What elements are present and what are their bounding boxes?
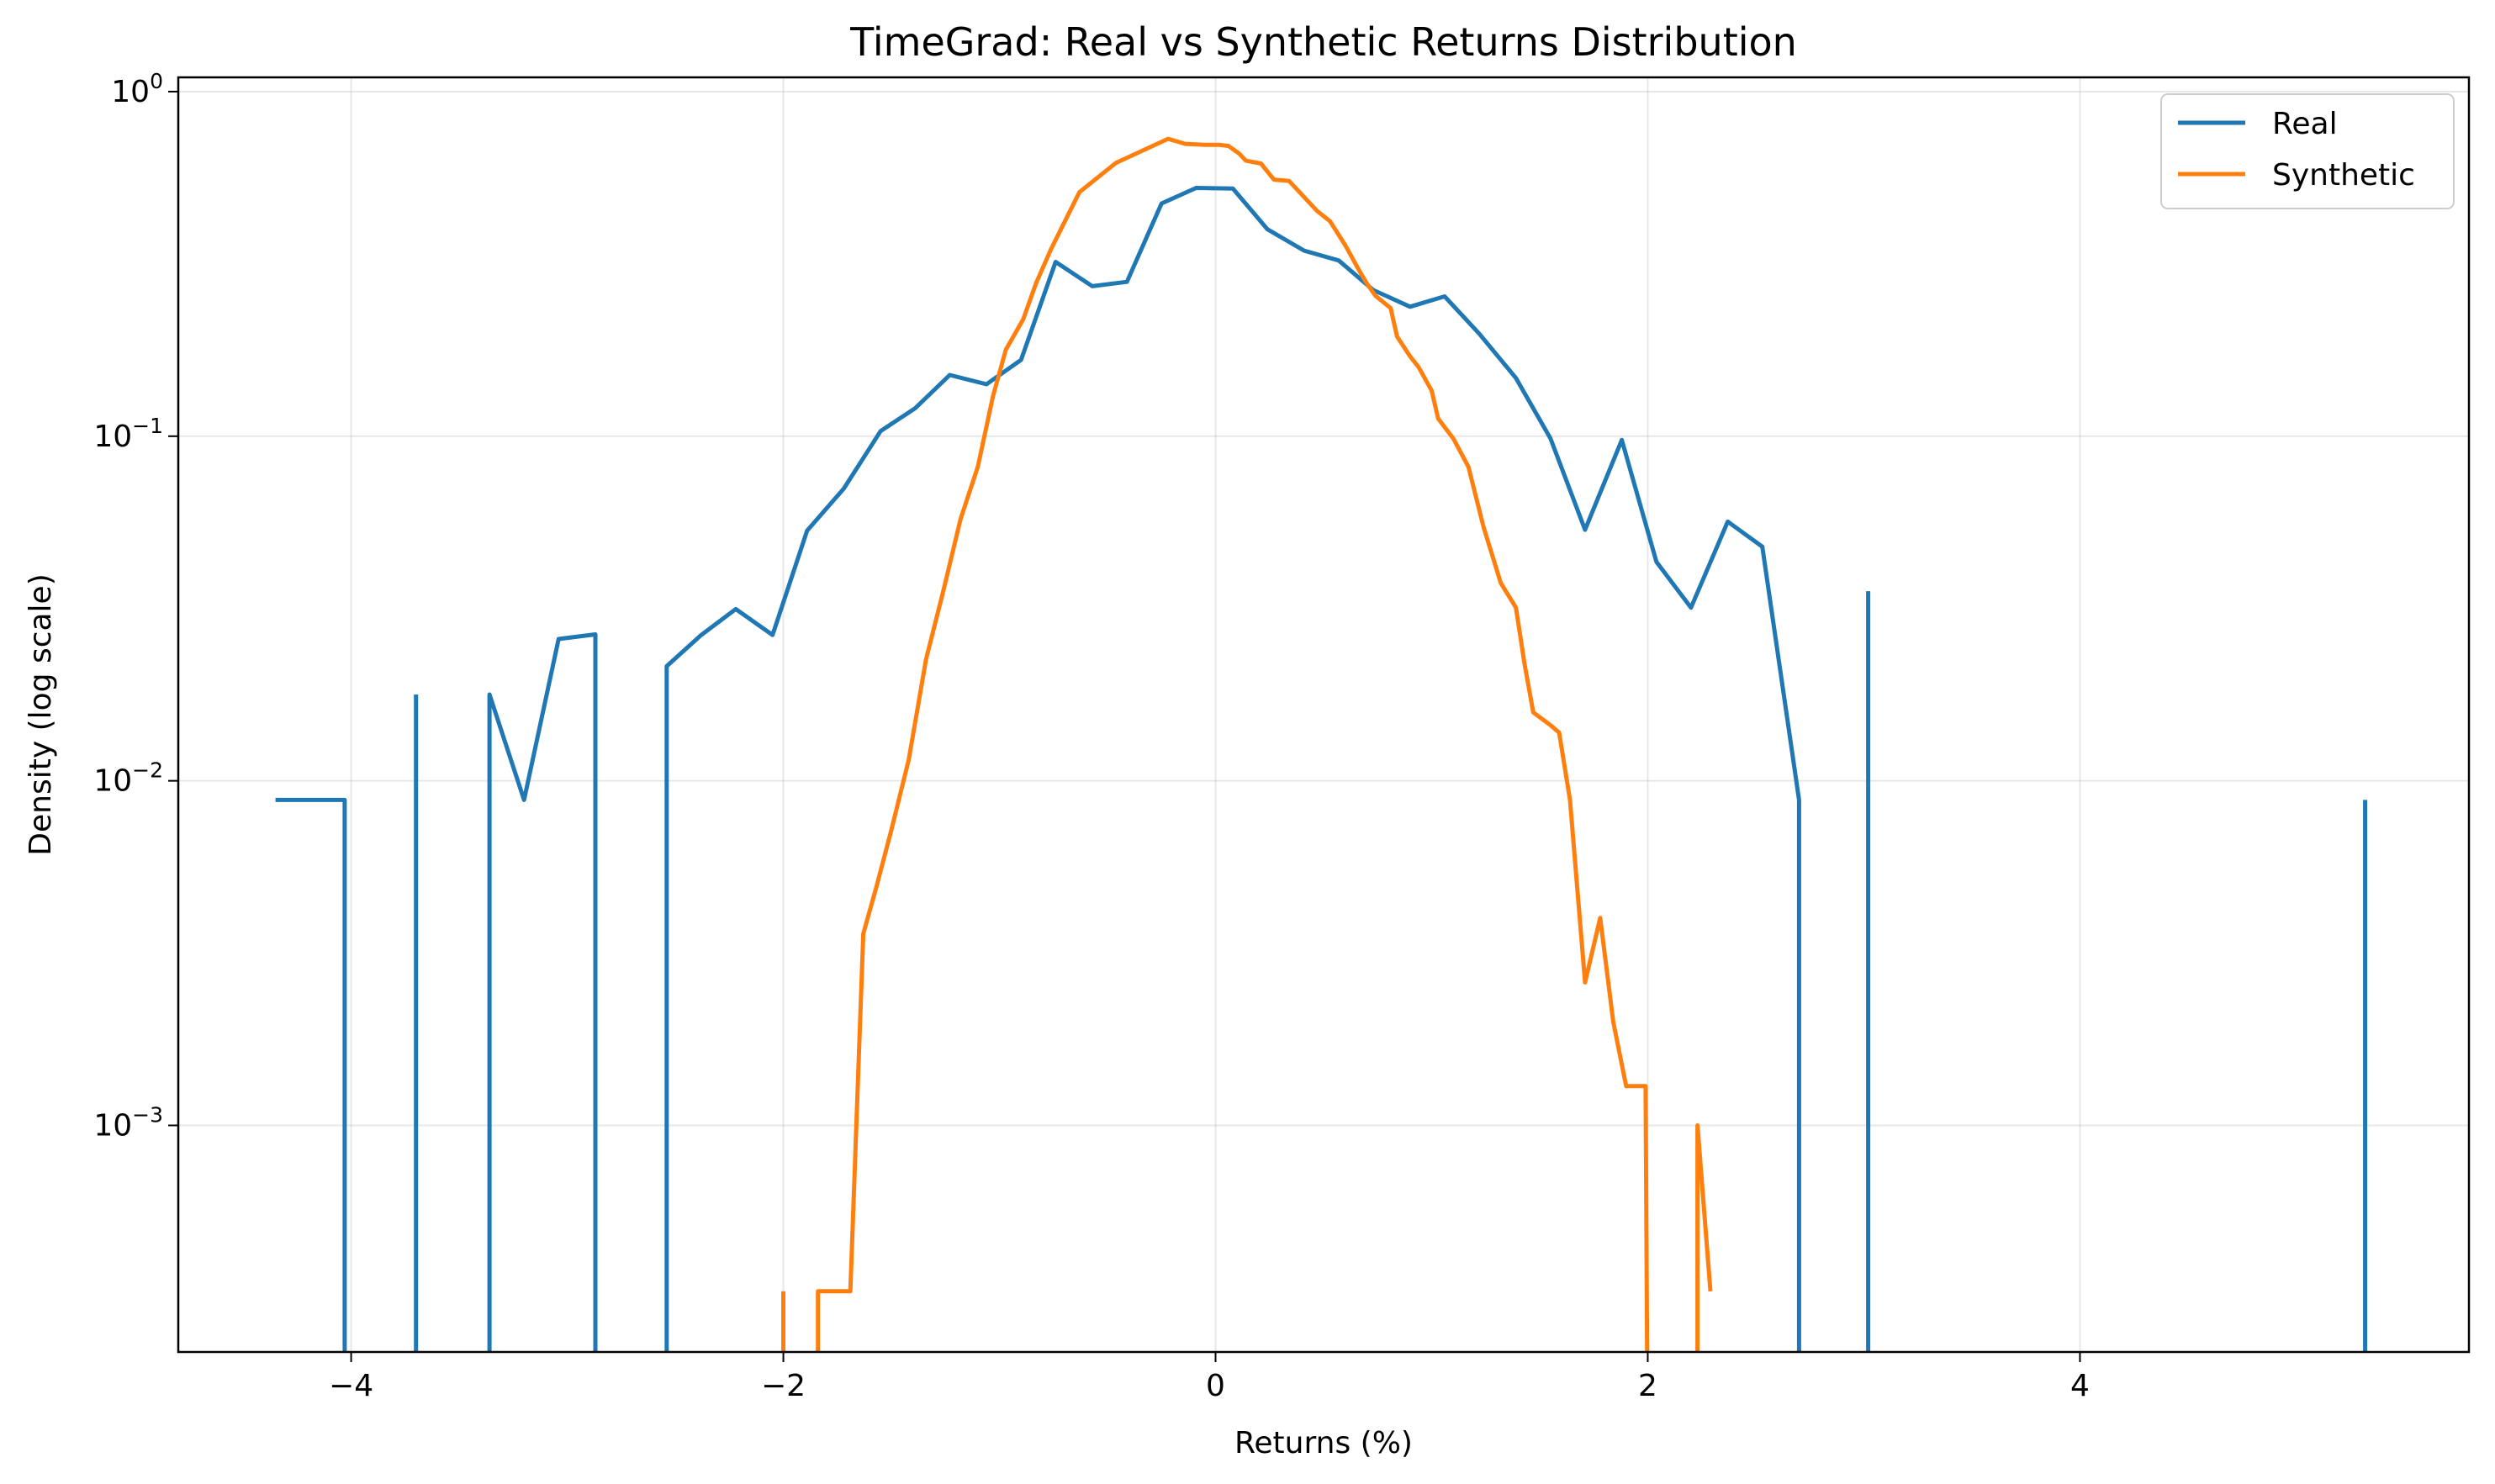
legend-label-real: Real xyxy=(2272,107,2338,141)
y-tick-exponent: 0 xyxy=(150,69,163,93)
y-tick-exponent: −2 xyxy=(132,758,163,783)
synthetic-line xyxy=(1695,1123,1713,1352)
y-tick-exponent: −1 xyxy=(132,414,163,438)
x-tick-label: −4 xyxy=(329,1369,373,1403)
legend: Real Synthetic xyxy=(2160,93,2455,209)
y-tick-base: 10 xyxy=(93,420,132,454)
y-tick-label: 100 xyxy=(111,69,163,109)
series-layer xyxy=(275,136,2368,1352)
x-tick-label: 2 xyxy=(1638,1369,1657,1403)
x-tick-label: −2 xyxy=(761,1369,806,1403)
y-tick-exponent: −3 xyxy=(132,1102,163,1127)
grid-layer xyxy=(178,77,2469,1352)
y-tick-label: 10−2 xyxy=(93,758,163,799)
y-axis-label: Density (log scale) xyxy=(24,573,58,855)
y-tick-label: 10−3 xyxy=(93,1102,163,1143)
x-axis: −4 −2 0 2 4 xyxy=(329,1352,2090,1403)
series-real xyxy=(275,186,2368,1352)
x-axis-label: Returns (%) xyxy=(1234,1426,1413,1460)
series-synthetic xyxy=(781,136,1713,1352)
x-tick-label: 4 xyxy=(2070,1369,2090,1403)
x-tick-label: 0 xyxy=(1206,1369,1225,1403)
plot-frame xyxy=(177,76,2471,1354)
real-line xyxy=(664,186,1801,1352)
y-tick-base: 10 xyxy=(111,75,150,109)
real-line xyxy=(275,797,347,1352)
y-tick-label: 10−1 xyxy=(93,414,163,454)
legend-label-synthetic: Synthetic xyxy=(2272,158,2415,193)
chart-title: TimeGrad: Real vs Synthetic Returns Dist… xyxy=(849,19,1797,65)
y-tick-base: 10 xyxy=(93,1108,132,1143)
real-line xyxy=(487,632,598,1352)
synthetic-line xyxy=(816,136,1650,1352)
y-tick-base: 10 xyxy=(93,764,132,799)
